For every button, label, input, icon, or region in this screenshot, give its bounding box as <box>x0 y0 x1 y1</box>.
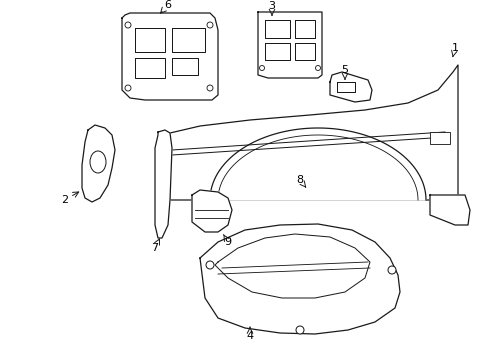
Circle shape <box>316 66 320 71</box>
Polygon shape <box>122 13 218 100</box>
Text: 7: 7 <box>151 243 159 253</box>
Text: 3: 3 <box>269 1 275 11</box>
Polygon shape <box>200 224 400 334</box>
Circle shape <box>388 266 396 274</box>
Polygon shape <box>170 65 458 200</box>
Text: 8: 8 <box>296 175 304 185</box>
Polygon shape <box>295 43 315 60</box>
Text: 5: 5 <box>342 65 348 75</box>
Text: 9: 9 <box>224 237 232 247</box>
Polygon shape <box>135 58 165 78</box>
Polygon shape <box>135 28 165 52</box>
Text: 2: 2 <box>61 195 69 205</box>
Polygon shape <box>295 20 315 38</box>
Circle shape <box>207 85 213 91</box>
Polygon shape <box>172 58 198 75</box>
Circle shape <box>125 22 131 28</box>
Polygon shape <box>215 234 370 298</box>
Polygon shape <box>265 20 290 38</box>
Text: 1: 1 <box>451 43 459 53</box>
Polygon shape <box>265 43 290 60</box>
Polygon shape <box>210 128 426 200</box>
Polygon shape <box>82 125 115 202</box>
Polygon shape <box>155 130 172 238</box>
Circle shape <box>206 261 214 269</box>
Polygon shape <box>192 190 232 232</box>
Polygon shape <box>337 82 355 92</box>
Polygon shape <box>330 72 372 102</box>
Circle shape <box>207 22 213 28</box>
Polygon shape <box>430 195 470 225</box>
Circle shape <box>125 85 131 91</box>
Ellipse shape <box>90 151 106 173</box>
Text: 6: 6 <box>165 0 172 10</box>
Polygon shape <box>172 28 205 52</box>
Circle shape <box>260 66 265 71</box>
Circle shape <box>296 326 304 334</box>
Polygon shape <box>258 12 322 78</box>
Bar <box>430 132 450 144</box>
Text: 4: 4 <box>246 331 253 341</box>
